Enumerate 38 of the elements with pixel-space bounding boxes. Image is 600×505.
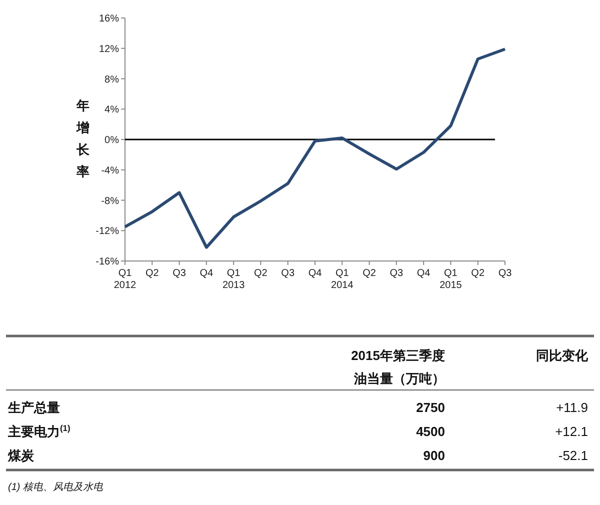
x-tick-label: Q1 2014 [331, 268, 354, 291]
y-tick-label: 16% [98, 14, 120, 24]
x-tick-label: Q1 2012 [114, 268, 137, 291]
data-label: +11.9 [556, 400, 588, 415]
x-tick-label: Q1 2015 [440, 268, 462, 291]
x-tick-label: Q1 2013 [222, 268, 246, 291]
y-tick-label: 8% [104, 74, 120, 86]
x-tick-label: Q2 [145, 268, 160, 279]
y-tick-label: -4% [101, 165, 120, 176]
x-tick-label: Q3 [498, 268, 512, 279]
data-label: 900 [423, 448, 445, 463]
y-axis-title: 年增长率 [76, 98, 90, 179]
x-tick-label: Q2 [471, 268, 485, 279]
y-tick-label: 0% [104, 135, 120, 146]
data-label: 2750 [416, 400, 445, 415]
x-tick-label: Q2 [362, 268, 376, 279]
category-label: 生产总量 [7, 400, 60, 415]
y-tick-label: -16% [96, 256, 120, 268]
x-tick-label: Q2 [254, 268, 268, 279]
x-tick-label: Q4 [416, 268, 431, 279]
x-tick-label: Q3 [172, 268, 186, 279]
text: (1) 核电、风电及水电 [8, 481, 104, 493]
y-tick-label: 4% [104, 104, 120, 116]
x-tick-label: Q4 [308, 268, 322, 279]
text: 同比变化 [536, 348, 589, 363]
data-label: +12.1 [555, 424, 588, 439]
text: 2015年第三季度油当量（万吨） [351, 348, 445, 386]
category-label: 煤炭 [7, 448, 35, 463]
x-tick-label: Q3 [390, 268, 404, 279]
x-tick-label: Q4 [200, 268, 214, 279]
y-tick-label: 12% [98, 44, 120, 55]
data-label: -52.1 [558, 448, 588, 463]
line-series [124, 48, 506, 249]
category-label: 主要电力$^{(1)}$ [7, 423, 70, 439]
y-tick-label: -8% [101, 196, 120, 207]
data-label: 4500 [416, 424, 445, 439]
x-tick-label: Q3 [281, 268, 295, 279]
y-tick-label: -12% [96, 226, 120, 238]
